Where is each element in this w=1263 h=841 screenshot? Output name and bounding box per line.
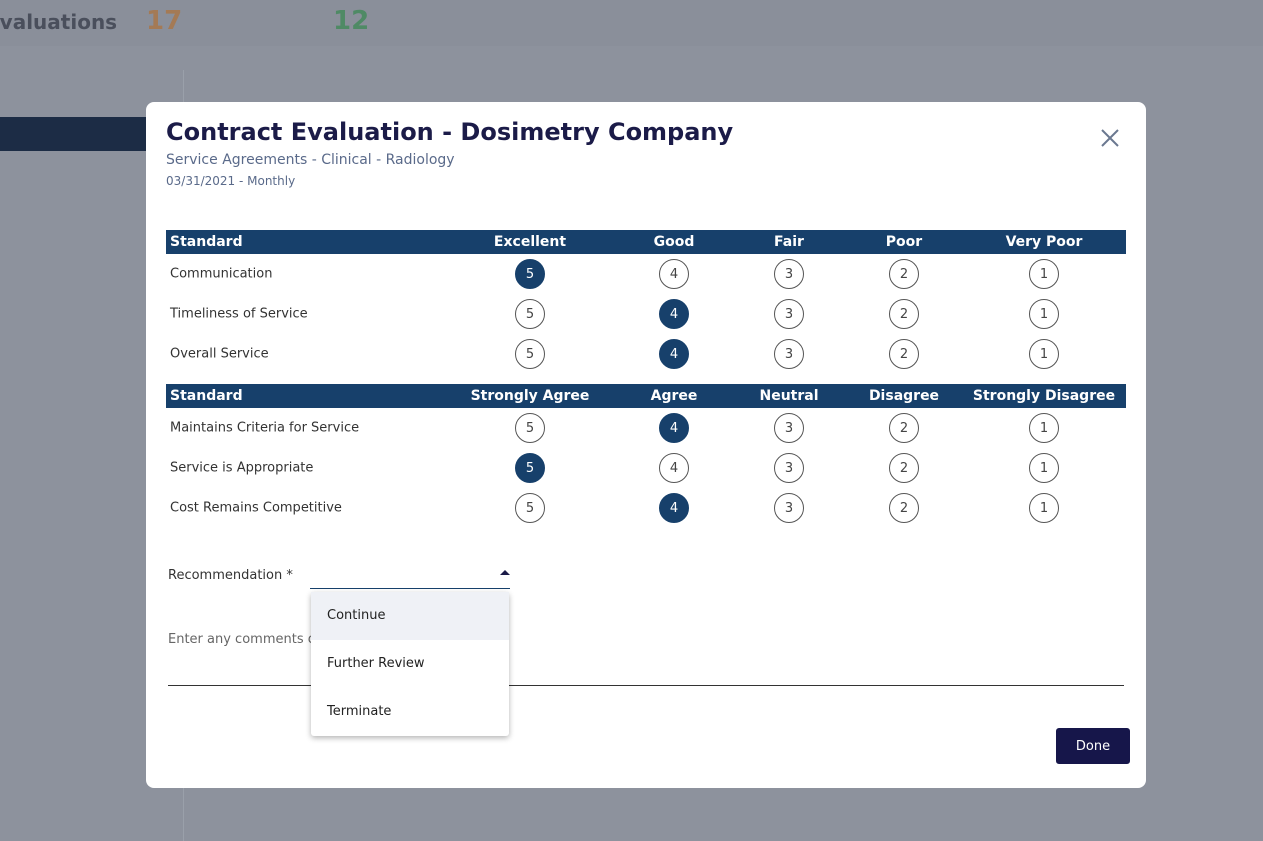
column-header: Excellent [493,234,567,250]
column-header: Strongly Agree [470,388,590,404]
rating-option[interactable]: 3 [774,493,804,523]
rating-option[interactable]: 3 [774,413,804,443]
comments-underline[interactable] [168,685,1124,686]
rating-option[interactable]: 2 [889,259,919,289]
column-header: Standard [170,388,243,404]
row-label: Overall Service [170,346,269,362]
column-header: Disagree [868,388,940,404]
rating-option[interactable]: 3 [774,453,804,483]
row-label: Communication [170,266,273,282]
column-header: Neutral [759,388,819,404]
rating-option[interactable]: 1 [1029,299,1059,329]
count: 12 [333,6,370,36]
close-button[interactable] [1100,128,1120,148]
recommendation-label: Recommendation * [168,568,293,583]
rating-option[interactable]: 5 [515,493,545,523]
dropdown-option[interactable]: Further Review [327,656,425,671]
rating-option[interactable]: 2 [889,453,919,483]
row-label: Maintains Criteria for Service [170,420,360,436]
rating-option[interactable]: 2 [889,339,919,369]
rating-option[interactable]: 5 [515,259,545,289]
rating-option[interactable]: 4 [659,299,689,329]
dropdown-option[interactable]: Terminate [327,704,392,719]
comments-placeholder: Enter any comments or [168,632,322,647]
nav-item-active [0,117,150,151]
rating-option[interactable]: 2 [889,493,919,523]
rating-option[interactable]: 4 [659,493,689,523]
select-underline[interactable] [310,588,510,589]
rating-option[interactable]: 3 [774,259,804,289]
rating-option[interactable]: 5 [515,413,545,443]
column-header: Fair [774,234,804,250]
rating-option[interactable]: 4 [659,259,689,289]
rating-option[interactable]: 3 [774,339,804,369]
done-button[interactable]: Done [1056,728,1130,764]
rating-option[interactable]: 1 [1029,413,1059,443]
dropdown-option[interactable]: Continue [311,592,509,640]
date: 03/31/2021 - Monthly [166,174,296,188]
column-header: Good [653,234,695,250]
row-label: Cost Remains Competitive [170,500,342,516]
rating-option[interactable]: 1 [1029,339,1059,369]
rating-option[interactable]: 2 [889,413,919,443]
column-header: Very Poor [1005,234,1083,250]
count: 17 [146,6,183,36]
column-header: Agree [650,388,698,404]
row-label: Timeliness of Service [170,306,308,322]
modal: Contract Evaluation - Dosimetry Company … [146,102,1146,788]
rating-option[interactable]: 1 [1029,493,1059,523]
modal-title: Contract Evaluation - Dosimetry Company [166,118,734,146]
table-header: Standard Strongly Agree Agree Neutral Disagr… [166,384,1126,408]
dropdown-menu: Continue Further Review Terminate [311,592,509,736]
rating-option[interactable]: 4 [659,413,689,443]
rating-option[interactable]: 5 [515,299,545,329]
row-label: Service is Appropriate [170,460,314,476]
header-bg [0,0,1263,46]
rating-option[interactable]: 3 [774,299,804,329]
subtitle: Service Agreements - Clinical - Radiolog… [166,152,455,168]
rating-option[interactable]: 1 [1029,259,1059,289]
column-header: Poor [885,234,923,250]
rating-option[interactable]: 5 [515,339,545,369]
rating-option[interactable]: 2 [889,299,919,329]
rating-option[interactable]: 1 [1029,453,1059,483]
rating-option[interactable]: 4 [659,453,689,483]
rating-option[interactable]: 5 [515,453,545,483]
rating-option[interactable]: 4 [659,339,689,369]
select-arrow[interactable] [499,568,511,576]
page-title: Evaluations [0,10,118,34]
table-header: Standard Excellent Good Fair Poor Very Poor [166,230,1126,254]
column-header: Standard [170,234,243,250]
column-header: Strongly Disagree [972,388,1116,404]
